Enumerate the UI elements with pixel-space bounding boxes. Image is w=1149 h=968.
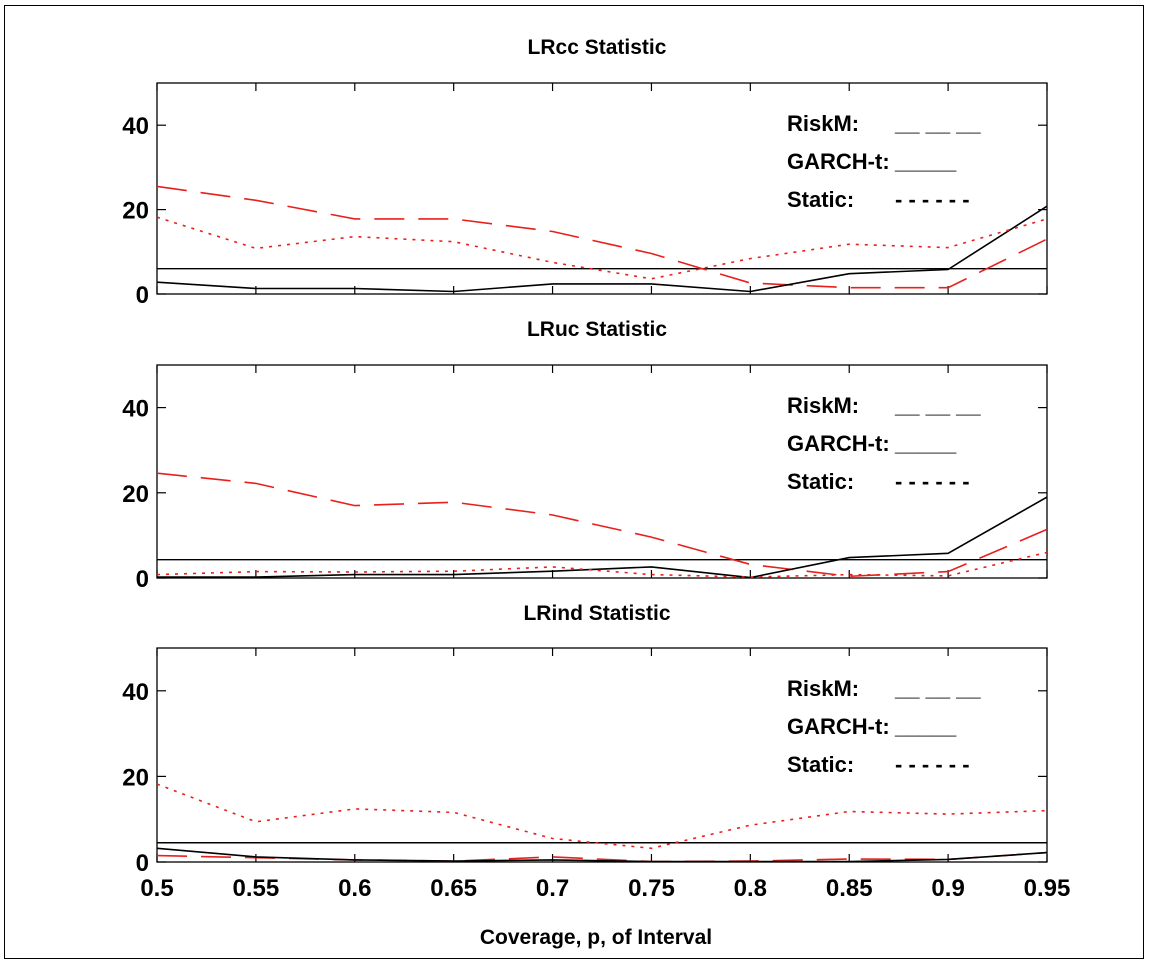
y-tick-label: 0 bbox=[136, 566, 149, 593]
y-tick-label: 20 bbox=[122, 198, 149, 225]
series-line-solid bbox=[157, 847, 1047, 862]
legend-glyph: _____ bbox=[894, 431, 957, 456]
series-line-dotted bbox=[157, 783, 1047, 850]
panel-3: LRind Statistic 0 20 40 0.5 0.55 0.6 0.65 0.7 0.7… bbox=[122, 602, 1070, 949]
legend-label: RiskM: bbox=[787, 676, 859, 701]
legend-label: RiskM: bbox=[787, 111, 859, 136]
x-tick-label: 0.85 bbox=[826, 875, 873, 902]
x-tick-label: 0.8 bbox=[734, 875, 767, 902]
series-line-dashed bbox=[157, 472, 1047, 578]
y-tick-label: 20 bbox=[122, 764, 149, 791]
y-tick-label: 0 bbox=[136, 850, 149, 877]
legend-label: GARCH-t: bbox=[787, 431, 890, 456]
series-line-solid bbox=[157, 205, 1047, 293]
x-tick-label: 0.95 bbox=[1024, 875, 1071, 902]
legend-label: RiskM: bbox=[787, 393, 859, 418]
panel-title: LRuc Statistic bbox=[527, 318, 667, 341]
y-tick-label: 20 bbox=[122, 481, 149, 508]
x-tick-label: 0.55 bbox=[233, 875, 280, 902]
legend-glyph: __ __ __ bbox=[894, 676, 981, 701]
legend-label: Static: bbox=[787, 752, 854, 777]
panel-2: LRuc Statistic 0 20 40 RiskM: __ __ __GARCH-t… bbox=[122, 318, 1048, 593]
series-line-dashed bbox=[157, 185, 1047, 289]
x-axis-label: Coverage, p, of Interval bbox=[480, 926, 712, 949]
legend-glyph: - - - - - - bbox=[895, 469, 970, 494]
legend-label: GARCH-t: bbox=[787, 714, 890, 739]
legend-glyph: _____ bbox=[894, 149, 957, 174]
figure-border bbox=[4, 5, 1144, 959]
legend-glyph: - - - - - - bbox=[895, 752, 970, 777]
y-tick-label: 40 bbox=[122, 396, 149, 423]
panel-title: LRcc Statistic bbox=[528, 36, 667, 59]
legend-label: Static: bbox=[787, 187, 854, 212]
legend-glyph: __ __ __ bbox=[894, 111, 981, 136]
x-tick-label: 0.5 bbox=[140, 875, 173, 902]
legend-label: Static: bbox=[787, 469, 854, 494]
series-line-dotted bbox=[157, 216, 1047, 280]
panel-title: LRind Statistic bbox=[523, 602, 670, 625]
legend-glyph: _____ bbox=[894, 714, 957, 739]
x-tick-label: 0.6 bbox=[338, 875, 371, 902]
panel-1: LRcc Statistic 0 20 40 RiskM: __ __ __GARCH-t… bbox=[122, 36, 1048, 309]
legend-glyph: - - - - - - bbox=[895, 187, 970, 212]
y-tick-label: 0 bbox=[136, 282, 149, 309]
x-tick-label: 0.9 bbox=[931, 875, 964, 902]
x-tick-label: 0.75 bbox=[628, 875, 675, 902]
axes-box bbox=[156, 647, 1048, 863]
axes-box bbox=[156, 364, 1048, 579]
x-tick-label: 0.65 bbox=[430, 875, 477, 902]
legend-label: GARCH-t: bbox=[787, 149, 890, 174]
y-tick-label: 40 bbox=[122, 113, 149, 140]
series-line-solid bbox=[157, 496, 1047, 578]
axes-box bbox=[156, 82, 1048, 295]
x-tick-label: 0.7 bbox=[536, 875, 569, 902]
y-tick-label: 40 bbox=[122, 679, 149, 706]
legend-glyph: __ __ __ bbox=[894, 393, 981, 418]
